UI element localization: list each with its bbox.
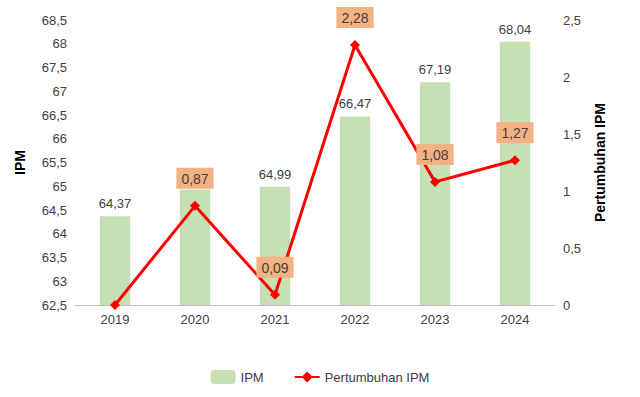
svg-text:66,5: 66,5	[42, 108, 67, 123]
svg-text:1,08: 1,08	[421, 147, 448, 163]
svg-text:68,04: 68,04	[499, 22, 532, 37]
svg-text:IPM: IPM	[241, 370, 264, 385]
svg-text:63,5: 63,5	[42, 250, 67, 265]
svg-text:2020: 2020	[181, 312, 210, 327]
svg-text:65,5: 65,5	[42, 155, 67, 170]
svg-text:Pertumbuhan IPM: Pertumbuhan IPM	[592, 103, 608, 222]
svg-text:64: 64	[53, 226, 67, 241]
svg-text:67,5: 67,5	[42, 60, 67, 75]
svg-text:IPM: IPM	[12, 150, 28, 175]
svg-text:2: 2	[563, 70, 570, 85]
svg-text:2019: 2019	[101, 312, 130, 327]
svg-text:64,99: 64,99	[259, 167, 292, 182]
svg-text:2,5: 2,5	[563, 13, 581, 28]
svg-text:2024: 2024	[501, 312, 530, 327]
svg-text:67,19: 67,19	[419, 62, 452, 77]
svg-text:2,28: 2,28	[341, 10, 368, 26]
svg-text:63: 63	[53, 274, 67, 289]
svg-text:65: 65	[53, 179, 67, 194]
svg-text:68: 68	[53, 36, 67, 51]
svg-text:1,5: 1,5	[563, 127, 581, 142]
svg-text:0: 0	[563, 298, 570, 313]
svg-text:1,27: 1,27	[501, 125, 528, 141]
svg-text:0,09: 0,09	[261, 260, 288, 276]
svg-text:2022: 2022	[341, 312, 370, 327]
svg-text:1: 1	[563, 184, 570, 199]
svg-text:66,47: 66,47	[339, 96, 372, 111]
svg-text:0,5: 0,5	[563, 241, 581, 256]
svg-text:62,5: 62,5	[42, 298, 67, 313]
svg-text:2023: 2023	[421, 312, 450, 327]
svg-text:66: 66	[53, 131, 67, 146]
svg-text:68,5: 68,5	[42, 13, 67, 28]
svg-text:2021: 2021	[261, 312, 290, 327]
svg-text:Pertumbuhan IPM: Pertumbuhan IPM	[325, 370, 430, 385]
svg-text:67: 67	[53, 84, 67, 99]
svg-text:64,37: 64,37	[99, 196, 132, 211]
svg-text:0,87: 0,87	[181, 171, 208, 187]
svg-text:64,5: 64,5	[42, 203, 67, 218]
